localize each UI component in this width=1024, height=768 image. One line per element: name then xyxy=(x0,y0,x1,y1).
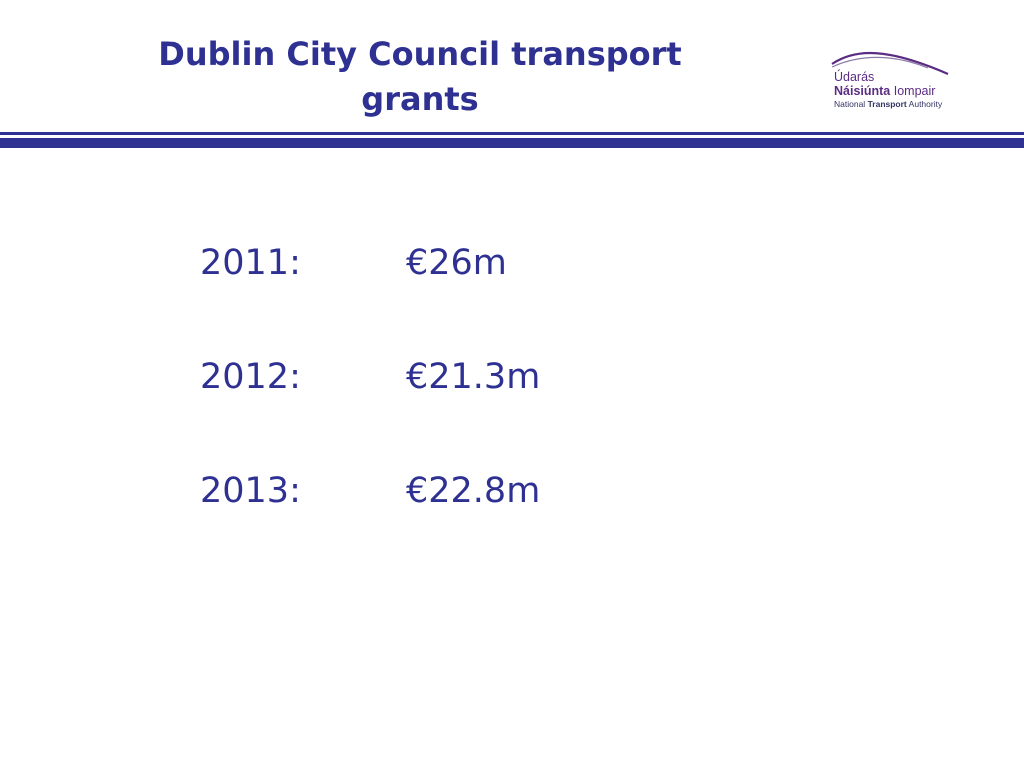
logo-text-national-transport-authority: National Transport Authority xyxy=(834,99,942,110)
grant-year: 2012: xyxy=(200,357,301,397)
logo-arc-icon xyxy=(831,51,949,76)
grant-amount: €21.3m xyxy=(406,357,541,397)
logo-text-transport: Transport xyxy=(867,99,907,109)
slide-title: Dublin City Council transport grants xyxy=(60,32,780,122)
slide-title-line-1: Dublin City Council transport xyxy=(158,35,682,73)
slide-title-line-2: grants xyxy=(361,80,479,118)
grant-year: 2013: xyxy=(200,471,301,511)
logo-text-iompair: Iompair xyxy=(893,84,936,98)
logo-text-national: National xyxy=(834,99,866,109)
grant-year: 2011: xyxy=(200,243,301,283)
grant-amount: €26m xyxy=(406,243,507,283)
logo-text-naisiunta-iompair: Náisiúnta Iompair xyxy=(834,84,935,98)
header-divider-thin xyxy=(0,132,1024,135)
header-divider-thick xyxy=(0,138,1024,148)
logo-text-naisiunta: Náisiúnta xyxy=(834,84,891,98)
logo-text-udaras: Údarás xyxy=(834,70,875,84)
logo-text-authority: Authority xyxy=(908,99,943,109)
grant-amount: €22.8m xyxy=(406,471,541,511)
nta-logo: Údarás Náisiúnta Iompair National Transp… xyxy=(828,46,953,118)
